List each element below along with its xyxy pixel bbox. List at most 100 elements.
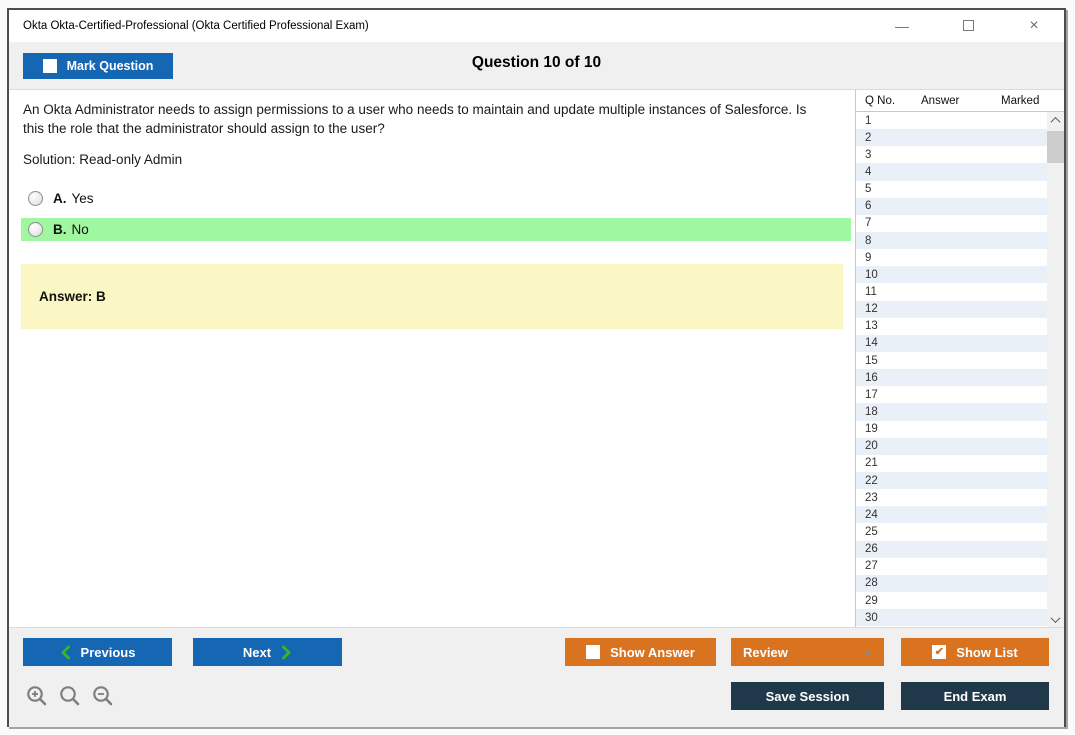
show-answer-label: Show Answer <box>610 644 695 660</box>
chevron-right-icon <box>282 645 291 659</box>
question-list-row[interactable]: 11 <box>856 283 1047 301</box>
previous-label: Previous <box>80 644 136 660</box>
question-number: 15 <box>865 354 878 367</box>
question-list-row[interactable]: 6 <box>856 197 1047 215</box>
question-number: 20 <box>865 440 878 453</box>
column-marked: Marked <box>1001 94 1040 107</box>
question-list-row[interactable]: 9 <box>856 249 1047 267</box>
chevron-left-icon <box>61 645 70 659</box>
question-number: 27 <box>865 560 878 573</box>
mark-question-checkbox[interactable] <box>42 59 57 73</box>
question-list-row[interactable]: 21 <box>856 454 1047 472</box>
option-label: No <box>71 222 89 237</box>
question-number: 14 <box>865 337 878 350</box>
question-number: 23 <box>865 491 878 504</box>
question-number: 25 <box>865 525 878 538</box>
show-list-checkbox[interactable]: ✔ <box>932 645 947 659</box>
question-list-row[interactable]: 17 <box>856 386 1047 404</box>
question-list-row[interactable]: 5 <box>856 180 1047 198</box>
question-number: 6 <box>865 200 872 213</box>
question-list-row[interactable]: 3 <box>856 146 1047 164</box>
question-number: 29 <box>865 594 878 607</box>
close-icon[interactable]: × <box>1029 17 1039 34</box>
question-list-scrollbar[interactable] <box>1047 112 1064 627</box>
question-list-row[interactable]: 15 <box>856 351 1047 370</box>
save-session-button[interactable]: Save Session <box>731 682 884 710</box>
zoom-in-icon[interactable] <box>25 684 49 708</box>
question-list-row[interactable]: 30 <box>856 609 1047 627</box>
question-list-row[interactable]: 28 <box>856 574 1047 592</box>
toolbar: Question 10 of 10 Mark Question <box>9 42 1064 90</box>
question-number: 16 <box>865 371 878 384</box>
question-list-row[interactable]: 22 <box>856 471 1047 490</box>
question-panel: An Okta Administrator needs to assign pe… <box>9 90 1064 627</box>
scrollbar-thumb[interactable] <box>1047 131 1064 163</box>
question-number: 30 <box>865 611 878 624</box>
show-list-button[interactable]: ✔ Show List <box>901 638 1049 666</box>
question-number: 10 <box>865 268 878 281</box>
radio-icon[interactable] <box>28 222 43 237</box>
maximize-icon[interactable] <box>960 19 976 33</box>
zoom-out-icon[interactable] <box>91 684 115 708</box>
question-list-row[interactable]: 2 <box>856 129 1047 147</box>
question-counter: Question 10 of 10 <box>471 54 602 71</box>
footer-bar: Previous Next Show Answer Review ▲ ✔ Sho… <box>9 627 1064 727</box>
question-list-row[interactable]: 24 <box>856 506 1047 524</box>
option-letter: B. <box>53 222 67 237</box>
end-exam-button[interactable]: End Exam <box>901 682 1049 710</box>
question-list-row[interactable]: 23 <box>856 489 1047 507</box>
question-list-row[interactable]: 10 <box>856 266 1047 284</box>
question-list-row[interactable]: 19 <box>856 420 1047 438</box>
show-answer-checkbox[interactable] <box>586 645 601 659</box>
question-list-row[interactable]: 4 <box>856 163 1047 181</box>
question-number: 7 <box>865 217 872 230</box>
option-a[interactable]: A. Yes <box>21 187 851 210</box>
option-letter: A. <box>53 191 67 206</box>
scroll-down-icon[interactable] <box>1047 611 1064 627</box>
question-list-row[interactable]: 25 <box>856 523 1047 541</box>
minimize-icon[interactable]: — <box>895 18 909 34</box>
zoom-toolbar <box>25 684 115 708</box>
show-list-label: Show List <box>956 644 1018 660</box>
question-list: 1 2 3 4 5 6 7 8 9 10 11 12 13 14 15 16 17 18 19 20 21 22 23 24 2… <box>856 112 1047 627</box>
question-number: 5 <box>865 183 872 196</box>
previous-button[interactable]: Previous <box>23 638 172 666</box>
review-button[interactable]: Review ▲ <box>731 638 884 666</box>
chevron-up-icon: ▲ <box>863 647 872 657</box>
question-number: 1 <box>865 114 872 127</box>
radio-icon[interactable] <box>28 191 43 206</box>
show-answer-button[interactable]: Show Answer <box>565 638 716 666</box>
question-number: 24 <box>865 508 878 521</box>
mark-question-label: Mark Question <box>66 59 154 73</box>
question-list-row[interactable]: 7 <box>856 214 1047 232</box>
mark-question-button[interactable]: Mark Question <box>23 53 173 79</box>
option-b[interactable]: B. No <box>21 218 851 241</box>
question-text: An Okta Administrator needs to assign pe… <box>23 102 807 136</box>
next-label: Next <box>242 644 272 660</box>
end-exam-label: End Exam <box>943 688 1007 704</box>
question-list-row[interactable]: 26 <box>856 540 1047 558</box>
answer-text: Answer: B <box>39 289 106 304</box>
question-list-row[interactable]: 14 <box>856 334 1047 352</box>
scroll-up-icon[interactable] <box>1047 112 1064 128</box>
zoom-reset-icon[interactable] <box>58 684 82 708</box>
question-list-row[interactable]: 1 <box>856 112 1047 130</box>
question-list-row[interactable]: 18 <box>856 403 1047 421</box>
question-number: 11 <box>865 285 877 298</box>
question-list-row[interactable]: 27 <box>856 557 1047 575</box>
question-number: 22 <box>865 474 878 487</box>
question-list-row[interactable]: 13 <box>856 317 1047 335</box>
question-number: 13 <box>865 320 878 333</box>
question-list-row[interactable]: 20 <box>856 437 1047 455</box>
question-list-row[interactable]: 8 <box>856 231 1047 250</box>
next-button[interactable]: Next <box>193 638 342 666</box>
question-list-row[interactable]: 12 <box>856 300 1047 318</box>
window-controls: — × <box>894 17 1064 34</box>
question-list-panel: Q No. Answer Marked 1 2 3 4 5 6 7 8 9 10 11 12 13 14 1… <box>855 90 1064 627</box>
question-list-row[interactable]: 29 <box>856 591 1047 610</box>
title-bar: Okta Okta-Certified-Professional (Okta C… <box>9 10 1064 42</box>
question-list-row[interactable]: 16 <box>856 369 1047 387</box>
app-window: Okta Okta-Certified-Professional (Okta C… <box>7 8 1066 727</box>
question-number: 18 <box>865 405 878 418</box>
review-label: Review <box>743 644 788 660</box>
